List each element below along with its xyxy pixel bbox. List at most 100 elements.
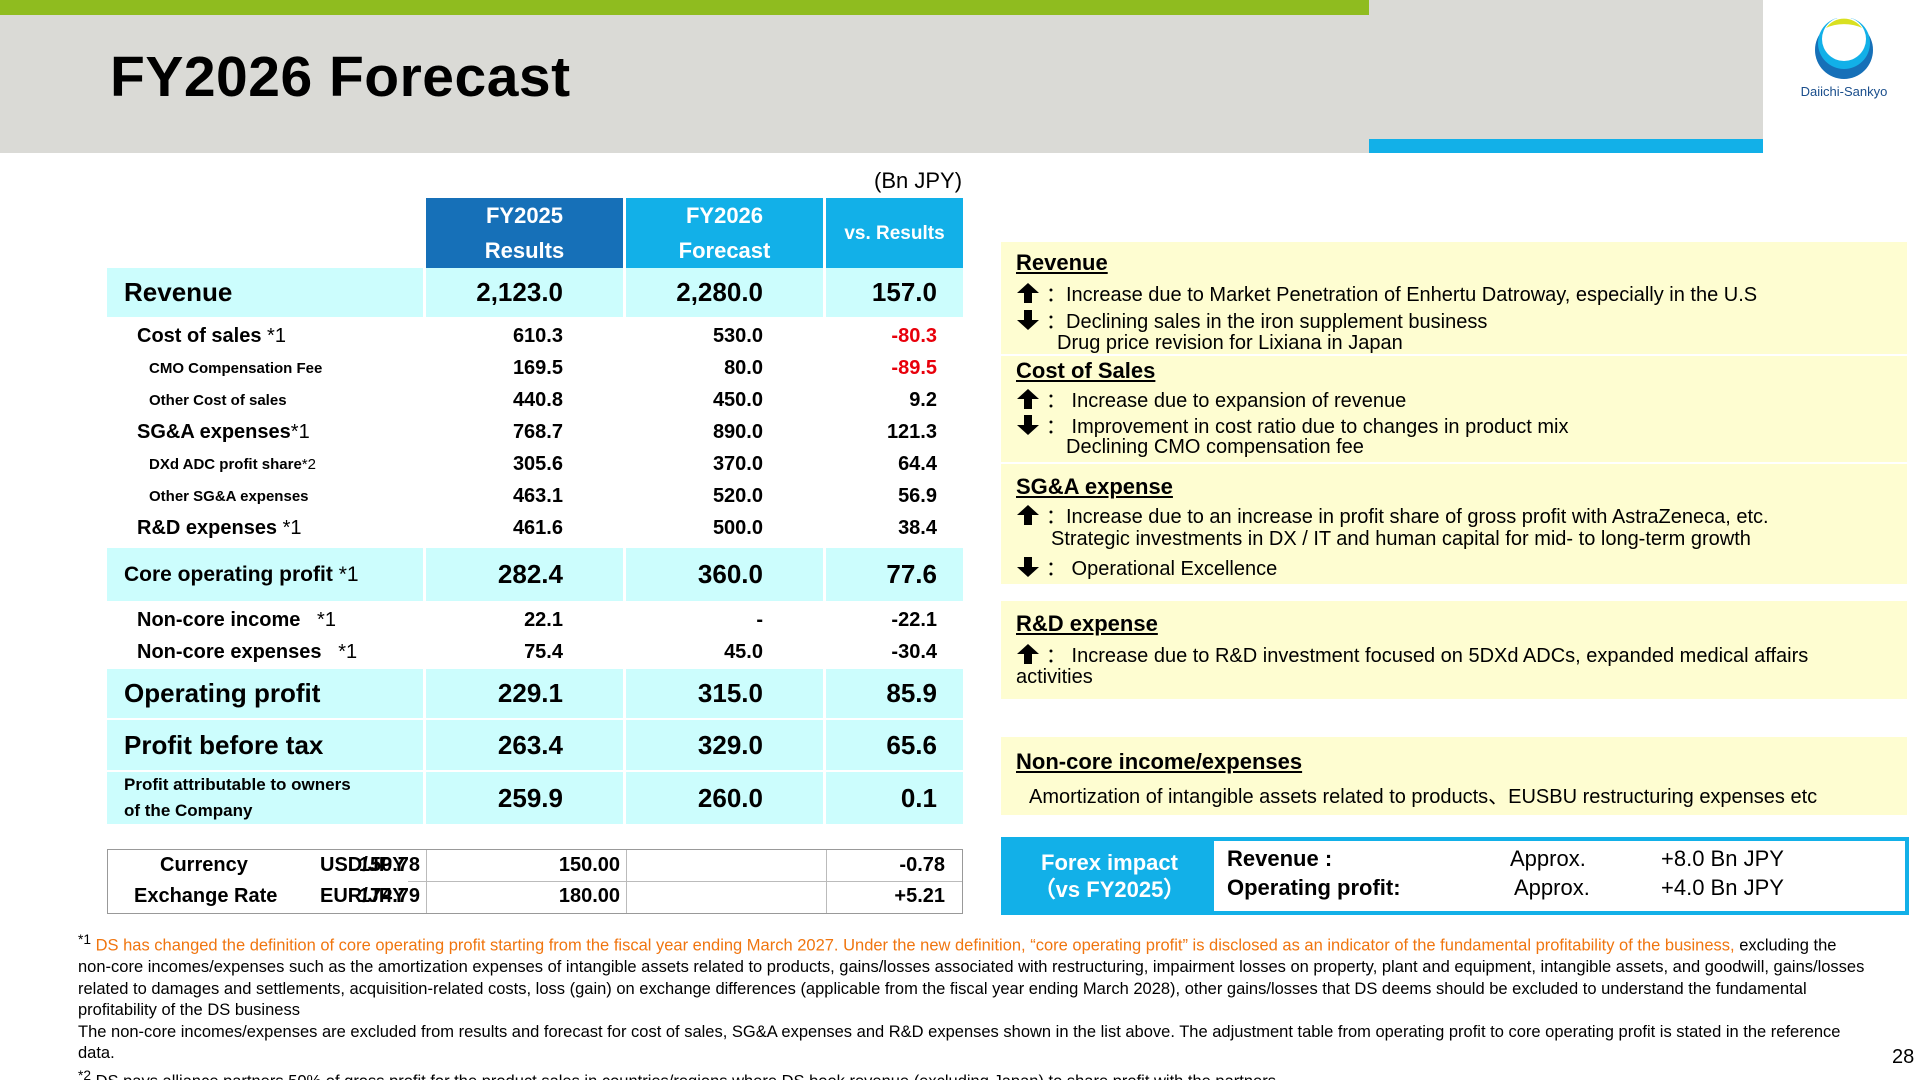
row-label: Other Cost of sales [149, 391, 287, 409]
row-label-line: Profit attributable to owners [124, 775, 351, 794]
arrow-up-icon [1017, 643, 1039, 664]
footnote-text: DS pays alliance partners 50% of gross p… [96, 1072, 1281, 1080]
row-label: Operating profit [124, 678, 321, 708]
revenue-increase-line: ：Increase due to Market Penetration of E… [1016, 278, 1757, 307]
header-line: FY2026 [685, 203, 764, 228]
row-label: Cost of sales *1 [107, 325, 963, 348]
cell-fy2025: 263.4 [497, 729, 563, 760]
box-text: activities [1016, 666, 1093, 688]
cell-fy2026: 450.0 [712, 388, 763, 411]
cell-fy2026: 150.00 [558, 854, 620, 876]
table-row-other-cost: Other Cost of sales 440.8 450.0 9.2 [107, 384, 963, 416]
cell-fy2026: 520.0 [712, 484, 763, 507]
column-divider [426, 850, 427, 913]
cell-vs-results: 65.6 [886, 729, 937, 760]
row-label: Revenue [124, 277, 233, 307]
logo-icon [1815, 18, 1873, 79]
arrow-down-icon [1017, 309, 1039, 330]
header-vs-results: vs. Results [826, 198, 963, 268]
cell-vs-results: -30.4 [891, 640, 937, 663]
revenue-box: Revenue ：Increase due to Market Penetrat… [1001, 242, 1907, 354]
revenue-decrease-line: ：Declining sales in the iron supplement … [1016, 305, 1487, 334]
table-row-non-core-income: Non-core income *1 22.1 - -22.1 [107, 604, 963, 636]
row-label-text: Non-core income [137, 608, 301, 631]
arrow-up-icon [1017, 504, 1039, 525]
pair-usd-jpy: USD/JPY [320, 854, 406, 876]
currency-table: Currency Exchange Rate USD/JPY EUR/JPY 1… [107, 849, 963, 914]
cell-vs-results: -22.1 [891, 608, 937, 631]
rd-box: R&D expense ： Increase due to R&D invest… [1001, 601, 1907, 699]
box-text: ：Increase due to Market Penetration of E… [1046, 284, 1758, 306]
cell-vs-results: -80.3 [891, 324, 937, 347]
forex-impact-box: Forex impact （vs FY2025） Revenue : Appro… [1001, 837, 1909, 915]
cell-fy2026: - [756, 608, 763, 631]
pair-eur-jpy: EUR/JPY [320, 885, 406, 907]
box-text: Drug price revision for Lixiana in Japan [1057, 332, 1403, 354]
box-text: Declining CMO compensation fee [1066, 436, 1364, 458]
footnote-1-continued: The non-core incomes/expenses are exclud… [78, 1022, 1841, 1063]
footnote-text: excluding the non-core incomes/expenses … [78, 936, 1865, 1020]
cell-fy2025: 461.6 [512, 516, 563, 539]
cell-fy2026: 260.0 [697, 782, 763, 813]
cell-vs-results: -89.5 [891, 356, 937, 379]
row-label-text: Non-core expenses [137, 640, 322, 663]
cell-fy2026: 2,280.0 [676, 277, 763, 307]
row-label: Non-core income *1 [107, 609, 963, 632]
currency-label: Currency [160, 854, 248, 876]
cell-vs-results: +5.21 [894, 885, 945, 907]
table-row-non-core-expenses: Non-core expenses *1 75.4 45.0 -30.4 [107, 636, 963, 668]
cell-fy2026: 315.0 [697, 678, 763, 708]
rd-increase-line: ： Increase due to R&D investment focused… [1016, 639, 1808, 668]
cell-vs-results: 9.2 [909, 388, 937, 411]
box-text: ：Increase due to an increase in profit s… [1046, 506, 1769, 528]
non-core-box: Non-core income/expenses Amortization of… [1001, 737, 1907, 815]
cell-fy2025: 305.6 [512, 452, 563, 475]
sga-box: SG&A expense ：Increase due to an increas… [1001, 464, 1907, 584]
cell-vs-results: 0.1 [900, 782, 937, 813]
cell-fy2026: 45.0 [724, 640, 763, 663]
cell-fy2025: 610.3 [512, 324, 563, 347]
cell-fy2025: 282.4 [497, 559, 563, 589]
cell-vs-results: 56.9 [898, 484, 937, 507]
column-divider [623, 268, 626, 824]
row-label: Other SG&A expenses [149, 487, 309, 505]
box-text: ： Increase due to expansion of revenue [1046, 390, 1407, 412]
cell-fy2025: 174.79 [358, 885, 420, 907]
footnotes: *1 DS has changed the definition of core… [78, 929, 1868, 1080]
cell-vs-results: 64.4 [898, 452, 937, 475]
box-text: ： Improvement in cost ratio due to chang… [1046, 416, 1569, 438]
footnote-1: *1 DS has changed the definition of core… [78, 929, 1868, 1022]
table-row-rd: R&D expenses *1 461.6 500.0 38.4 [107, 512, 963, 544]
box-text: ： Increase due to R&D investment focused… [1046, 645, 1809, 667]
cell-vs-results: 38.4 [898, 516, 937, 539]
cell-fy2025: 259.9 [497, 782, 563, 813]
forex-approx: Approx. [1510, 846, 1586, 871]
exchange-rate-label: Exchange Rate [134, 885, 278, 907]
box-text: Strategic investments in DX / IT and hum… [1051, 528, 1751, 550]
box-text: Amortization of intangible assets relate… [1029, 786, 1818, 808]
page-title: FY2026 Forecast [110, 45, 571, 109]
table-row-profit-before-tax: Profit before tax 263.4 329.0 65.6 [107, 720, 963, 770]
column-divider [626, 850, 627, 913]
footnote-mark: *1 [78, 932, 91, 947]
highlight-revenue [107, 268, 963, 317]
blue-accent-bar [1369, 139, 1763, 153]
cell-fy2025: 463.1 [512, 484, 563, 507]
green-accent-bar [0, 0, 1369, 15]
highlight-profit-owners [107, 772, 963, 824]
row-label: SG&A expenses*1 [107, 421, 963, 444]
cell-fy2026: 370.0 [712, 452, 763, 475]
forex-name: Operating profit: [1227, 875, 1401, 900]
header-fy2025-results: FY2025 Results [426, 198, 623, 268]
cell-fy2026: 360.0 [697, 559, 763, 589]
page-number: 28 [1892, 1046, 1915, 1068]
row-label-text: Core operating profit [124, 562, 333, 586]
table-row-operating-profit: Operating profit 229.1 315.0 85.9 [107, 669, 963, 718]
box-title: SG&A expense [1016, 474, 1173, 499]
table-row-dxd-profit-share: DXd ADC profit share*2 305.6 370.0 64.4 [107, 448, 963, 480]
row-label: R&D expenses *1 [107, 517, 963, 540]
row-label-text: R&D expenses [137, 516, 278, 539]
cost-increase-line: ： Increase due to expansion of revenue [1016, 384, 1406, 413]
highlight-operating-profit [107, 669, 963, 718]
box-title: Revenue [1016, 250, 1108, 275]
